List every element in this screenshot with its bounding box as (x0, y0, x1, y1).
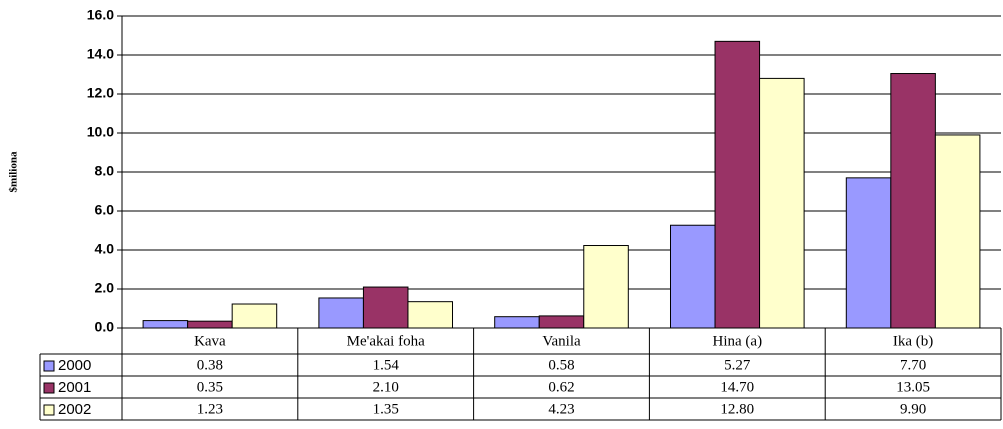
legend-label: 2002 (58, 401, 91, 418)
bar (714, 40, 761, 329)
bar (407, 301, 454, 329)
data-label: 9.90 (900, 401, 926, 417)
x-tick-label: Hina (a) (713, 333, 763, 349)
data-label: 0.58 (548, 357, 574, 373)
bar (362, 286, 409, 329)
data-label: 0.38 (197, 357, 223, 373)
bar (231, 303, 278, 329)
legend-label: 2000 (58, 357, 91, 374)
data-label: 5.27 (724, 357, 751, 373)
legend-swatch (43, 360, 55, 372)
y-tick-label: 4.0 (95, 241, 115, 257)
data-label: 1.54 (373, 357, 400, 373)
x-tick-label: Me'akai foha (347, 333, 425, 349)
legend-label: 2001 (58, 379, 91, 396)
data-label: 12.80 (720, 401, 754, 417)
bar (494, 316, 540, 329)
data-label: 14.70 (720, 379, 754, 395)
x-tick-label: Vanila (542, 333, 581, 349)
legend-swatch (43, 404, 55, 416)
bar (583, 245, 629, 329)
legend-swatch (43, 382, 55, 394)
x-tick-label: Kava (194, 333, 226, 349)
bar (187, 320, 233, 329)
y-axis-label: $miliona (8, 151, 20, 192)
data-label: 1.23 (197, 401, 223, 417)
y-tick-label: 10.0 (87, 124, 114, 140)
y-tick-label: 12.0 (87, 85, 114, 101)
x-tick-label: Ika (b) (893, 333, 933, 349)
y-tick-label: 14.0 (87, 46, 114, 62)
y-tick-label: 8.0 (95, 163, 115, 179)
data-label: 1.35 (373, 401, 399, 417)
bar (318, 297, 364, 329)
data-label: 2.10 (373, 379, 399, 395)
bar (538, 315, 585, 329)
data-label: 0.35 (197, 379, 223, 395)
data-label: 13.05 (896, 379, 930, 395)
data-label: 4.23 (548, 401, 574, 417)
bar (890, 73, 936, 329)
bar (142, 320, 189, 329)
data-label: 0.62 (548, 379, 574, 395)
bar (669, 224, 716, 329)
y-tick-label: 16.0 (87, 7, 114, 23)
y-tick-label: 6.0 (95, 202, 115, 218)
bar (845, 177, 892, 329)
y-tick-label: 2.0 (95, 280, 115, 296)
bar (934, 134, 981, 329)
y-tick-label: 0.0 (95, 319, 115, 335)
data-label: 7.70 (900, 357, 926, 373)
bar (759, 77, 805, 329)
